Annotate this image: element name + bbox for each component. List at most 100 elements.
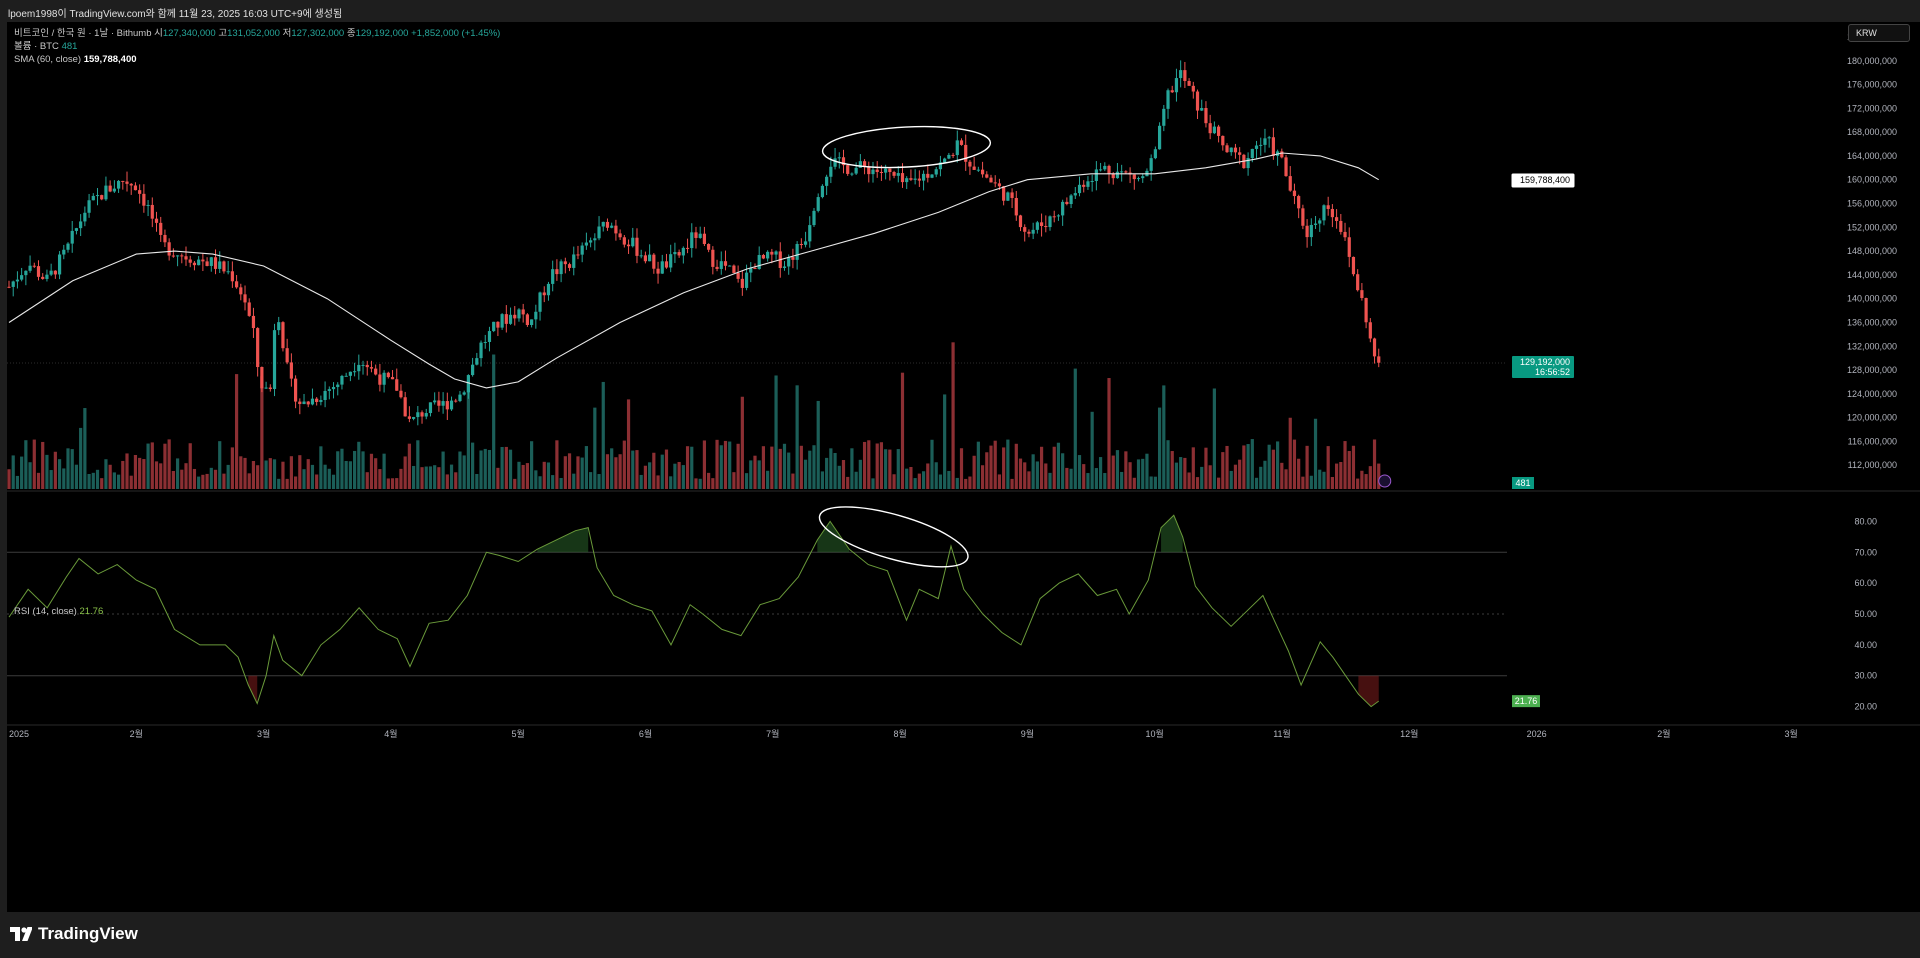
candle-body [357, 364, 361, 372]
volume-bar [121, 460, 125, 489]
price-axis[interactable]: 112,000,000 116,000,000 120,000,000 124,000… [1847, 32, 1897, 470]
rsi-legend[interactable]: RSI (14, close) 21.76 [14, 606, 103, 617]
volume-bar [1204, 447, 1208, 489]
rsi-tick-label: 70.00 [1854, 547, 1877, 557]
volume-bar [1077, 455, 1082, 489]
volume-bar [445, 474, 449, 489]
candle-body [1027, 231, 1031, 234]
candle-body [875, 169, 879, 173]
candle-body [744, 272, 749, 288]
candle-body [854, 167, 858, 174]
volume-bar [256, 465, 260, 489]
candle-body [938, 162, 943, 170]
volume-bar [618, 454, 622, 489]
candle-body [597, 226, 601, 239]
change-value: +1,852,000 (+1.45%) [411, 28, 501, 39]
volume-bar [1174, 462, 1179, 489]
volume-bar [108, 464, 112, 489]
volume-bar [1069, 468, 1073, 489]
volume-bar [1301, 476, 1305, 489]
volume-bar [306, 459, 310, 489]
volume-bar [492, 354, 496, 489]
volume-bar [1216, 477, 1221, 489]
lightning-icon [1378, 474, 1392, 488]
candle-body [163, 234, 167, 243]
candle-body [985, 174, 989, 178]
brand-name: TradingView [38, 924, 138, 943]
volume-bar [546, 462, 551, 489]
candle-body [1183, 70, 1187, 81]
volume-bar [584, 446, 589, 489]
volume-bar [1275, 441, 1280, 489]
sma-line [8, 152, 1379, 389]
volume-bar [1103, 473, 1107, 489]
time-axis[interactable]: 2025 2월 3월 4월 5월 6월 7월 8월 9월 10월 11월 12월 2026 2월 3월 [9, 728, 1798, 739]
sma-legend-row[interactable]: SMA (60, close) 159,788,400 [14, 53, 500, 66]
chart-canvas[interactable]: 112,000,000 116,000,000 120,000,000 124,000… [7, 22, 1920, 912]
volume-bar [1061, 453, 1065, 489]
candle-body [1052, 216, 1056, 218]
symbol-label[interactable]: 비트코인 / 한국 원 · 1날 · Bithumb [14, 28, 152, 39]
candle-body [251, 315, 256, 329]
volume-bar [1238, 459, 1242, 489]
volume-bar [559, 478, 563, 489]
volume-legend-row[interactable]: 볼륨 · BTC 481 [14, 40, 500, 53]
candle-body [728, 265, 732, 267]
candle-body [1010, 192, 1014, 198]
volume-bar [723, 440, 728, 489]
candle-body [605, 221, 610, 228]
volume-bar [1326, 446, 1330, 489]
volume-bar [635, 450, 639, 489]
candle-body [289, 362, 293, 379]
candle-body [1216, 126, 1221, 136]
time-tick-label: 10월 [1146, 728, 1164, 739]
price-top-circle [821, 125, 992, 169]
candle-body [180, 255, 184, 257]
candle-body [913, 178, 917, 180]
volume-bar [943, 394, 947, 489]
candle-body [719, 261, 723, 269]
volume-bar [458, 451, 462, 489]
candle-body [475, 358, 479, 365]
volume-bar [1263, 460, 1267, 489]
candle-body [159, 222, 163, 235]
price-tick-label: 172,000,000 [1847, 103, 1897, 113]
time-tick-label: 9월 [1021, 728, 1034, 739]
candle-body [534, 311, 538, 320]
candle-body [799, 243, 803, 245]
volume-bar [1271, 449, 1275, 489]
rsi-badge-text: 21.76 [1515, 696, 1538, 706]
currency-button[interactable]: KRW [1848, 24, 1910, 42]
volume-bar [41, 441, 45, 489]
candle-body [1335, 217, 1339, 221]
volume-bar [247, 473, 251, 489]
volume-bar [344, 460, 348, 489]
volume-bar [281, 461, 285, 489]
candle-body [293, 378, 298, 402]
candle-body [365, 364, 369, 368]
price-tick-label: 132,000,000 [1847, 341, 1897, 351]
volume-bar [1364, 474, 1368, 489]
candle-body [1212, 126, 1216, 134]
candle-body [1250, 148, 1254, 158]
sma-price-badge-text: 159,788,400 [1520, 175, 1570, 185]
volume-bar [239, 456, 243, 489]
volume-bar [209, 467, 213, 489]
volume-bar [403, 456, 407, 489]
candle-body [1082, 184, 1086, 187]
candle-body [1330, 208, 1334, 218]
candle-body [1377, 356, 1381, 363]
candle-body [1073, 193, 1077, 196]
volume-bar [1056, 442, 1061, 489]
rsi-axis[interactable]: 20.00 30.00 40.00 50.00 60.00 70.00 80.00 [1854, 516, 1877, 711]
volume-bar [433, 465, 437, 489]
volume-bar [985, 452, 989, 489]
candle-body [1187, 80, 1191, 86]
volume-bar [1027, 471, 1031, 489]
volume-bar [1111, 455, 1115, 489]
volume-bar [740, 396, 744, 489]
candle-body [812, 210, 816, 226]
tradingview-logo[interactable]: TradingView [10, 924, 138, 944]
price-tick-label: 152,000,000 [1847, 222, 1897, 232]
candle-body [909, 178, 913, 180]
